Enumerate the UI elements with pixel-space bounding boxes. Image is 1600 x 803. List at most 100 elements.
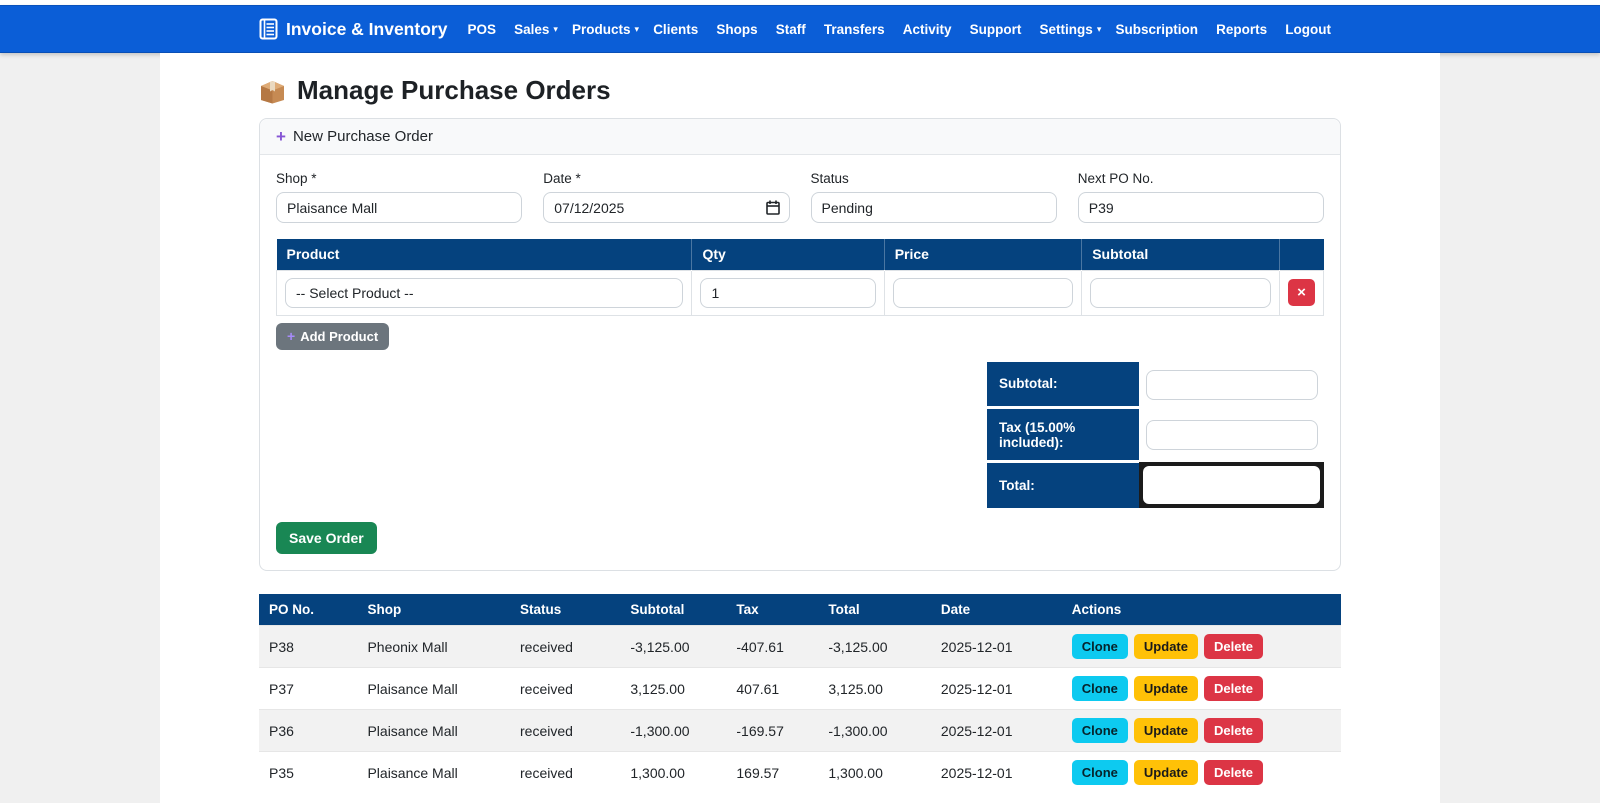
col-header-product: Product: [276, 239, 693, 270]
date-cell: 2025-12-01: [930, 709, 1062, 752]
nav-item[interactable]: Support: [964, 14, 1032, 45]
total-cell: 3,125.00: [818, 667, 931, 710]
nav-item[interactable]: Products ▾: [566, 14, 645, 45]
nav-item[interactable]: Transfers: [818, 14, 895, 45]
nav-item[interactable]: Settings ▾: [1034, 14, 1108, 45]
status-cell: received: [510, 751, 621, 793]
save-order-button[interactable]: Save Order: [276, 521, 377, 554]
chevron-down-icon: ▾: [553, 23, 558, 34]
orders-col-header: Shop: [357, 593, 510, 626]
delete-button[interactable]: Delete: [1203, 718, 1264, 743]
orders-col-header: Subtotal: [620, 593, 727, 626]
shop-cell: Plaisance Mall: [357, 709, 510, 752]
add-product-button[interactable]: + Add Product: [276, 322, 390, 350]
order-item-row: ×: [275, 269, 1325, 316]
update-button[interactable]: Update: [1133, 760, 1198, 785]
nav-item[interactable]: Reports: [1210, 14, 1277, 45]
status-select[interactable]: [810, 192, 1057, 223]
shop-cell: Plaisance Mall: [357, 667, 510, 710]
nav-item[interactable]: POS: [461, 14, 506, 45]
total-cell: -3,125.00: [818, 625, 931, 668]
orders-col-header: Total: [818, 593, 931, 626]
page-title-text: Manage Purchase Orders: [297, 75, 611, 105]
page-title: Manage Purchase Orders: [259, 75, 1341, 106]
subtotal-cell: -1,300.00: [620, 709, 727, 752]
update-button[interactable]: Update: [1133, 676, 1198, 701]
total-input[interactable]: [1143, 465, 1320, 504]
subtotal-label: Subtotal:: [987, 361, 1139, 409]
nav-item[interactable]: Activity: [897, 14, 962, 45]
nav-item-label: Subscription: [1115, 21, 1198, 37]
total-label: Total:: [987, 461, 1139, 508]
col-header-remove: [1279, 239, 1324, 270]
subtotal-cell: 3,125.00: [620, 667, 727, 710]
update-button[interactable]: Update: [1133, 634, 1198, 659]
next-po-field-group: Next PO No.: [1077, 171, 1324, 223]
tax-cell: -407.61: [726, 625, 819, 668]
status-label: Status: [810, 171, 849, 186]
remove-row-button[interactable]: ×: [1287, 279, 1315, 306]
nav-item-label: Clients: [653, 21, 699, 37]
nav-item[interactable]: Staff: [770, 14, 816, 45]
shop-field-group: Shop *: [276, 171, 523, 223]
orders-col-header: Status: [510, 593, 621, 626]
status-field-group: Status: [810, 171, 1057, 223]
nav-item-label: Staff: [775, 21, 806, 37]
tax-cell: 169.57: [726, 751, 819, 793]
qty-input[interactable]: [700, 277, 876, 308]
col-header-price: Price: [884, 239, 1083, 270]
shop-select[interactable]: [276, 192, 523, 223]
status-cell: received: [510, 709, 621, 752]
delete-button[interactable]: Delete: [1203, 760, 1264, 785]
status-cell: received: [510, 667, 621, 710]
delete-button[interactable]: Delete: [1203, 676, 1264, 701]
ledger-icon: [259, 18, 278, 40]
nav-item-label: POS: [467, 21, 496, 37]
date-label: Date *: [543, 171, 581, 186]
tax-cell: 407.61: [726, 667, 819, 710]
chevron-down-icon: ▾: [634, 23, 640, 34]
clone-button[interactable]: Clone: [1071, 718, 1128, 743]
orders-col-header: Tax: [726, 593, 819, 626]
nav-item[interactable]: Logout: [1279, 14, 1341, 45]
table-row: P38 Pheonix Mall received -3,125.00 -407…: [259, 625, 1341, 668]
tax-input[interactable]: [1146, 419, 1318, 450]
line-subtotal-input[interactable]: [1090, 277, 1271, 308]
status-cell: received: [510, 625, 621, 668]
nav-item-label: Reports: [1216, 21, 1268, 37]
total-cell: -1,300.00: [818, 709, 931, 752]
orders-col-header: Date: [930, 593, 1062, 626]
nav-item[interactable]: Sales ▾: [508, 14, 564, 45]
date-input[interactable]: [543, 192, 790, 223]
nav-item[interactable]: Clients: [647, 14, 708, 45]
nav-item-label: Support: [969, 21, 1022, 37]
nav-item-label: Settings: [1039, 21, 1093, 37]
nav-item-label: Shops: [716, 21, 758, 37]
col-header-qty: Qty: [691, 239, 885, 270]
tax-cell: -169.57: [726, 709, 819, 752]
calendar-icon[interactable]: [765, 200, 780, 215]
subtotal-cell: -3,125.00: [620, 625, 727, 668]
clone-button[interactable]: Clone: [1071, 634, 1128, 659]
nav-item[interactable]: Shops: [710, 14, 767, 45]
order-items-table: Product Qty Price Subtotal: [275, 239, 1325, 316]
brand-link[interactable]: Invoice & Inventory: [259, 18, 447, 40]
clone-button[interactable]: Clone: [1071, 760, 1128, 785]
table-row: P37 Plaisance Mall received 3,125.00 407…: [259, 667, 1341, 710]
po-number-cell: P38: [259, 625, 358, 668]
update-button[interactable]: Update: [1133, 718, 1198, 743]
delete-button[interactable]: Delete: [1203, 634, 1264, 659]
nav-item-label: Logout: [1285, 21, 1331, 37]
package-icon: [261, 80, 284, 103]
plus-icon: +: [276, 127, 286, 146]
clone-button[interactable]: Clone: [1071, 676, 1128, 701]
next-po-input[interactable]: [1077, 192, 1324, 223]
product-select[interactable]: [285, 277, 684, 308]
main-panel: Manage Purchase Orders + New Purchase Or…: [160, 53, 1440, 803]
totals-table: Subtotal: Tax (15.00% included): Total:: [987, 361, 1324, 508]
nav-item-label: Transfers: [823, 21, 885, 37]
nav-item[interactable]: Subscription: [1109, 14, 1208, 45]
po-number-cell: P35: [259, 751, 358, 793]
price-input[interactable]: [892, 277, 1074, 308]
subtotal-input[interactable]: [1146, 369, 1318, 400]
